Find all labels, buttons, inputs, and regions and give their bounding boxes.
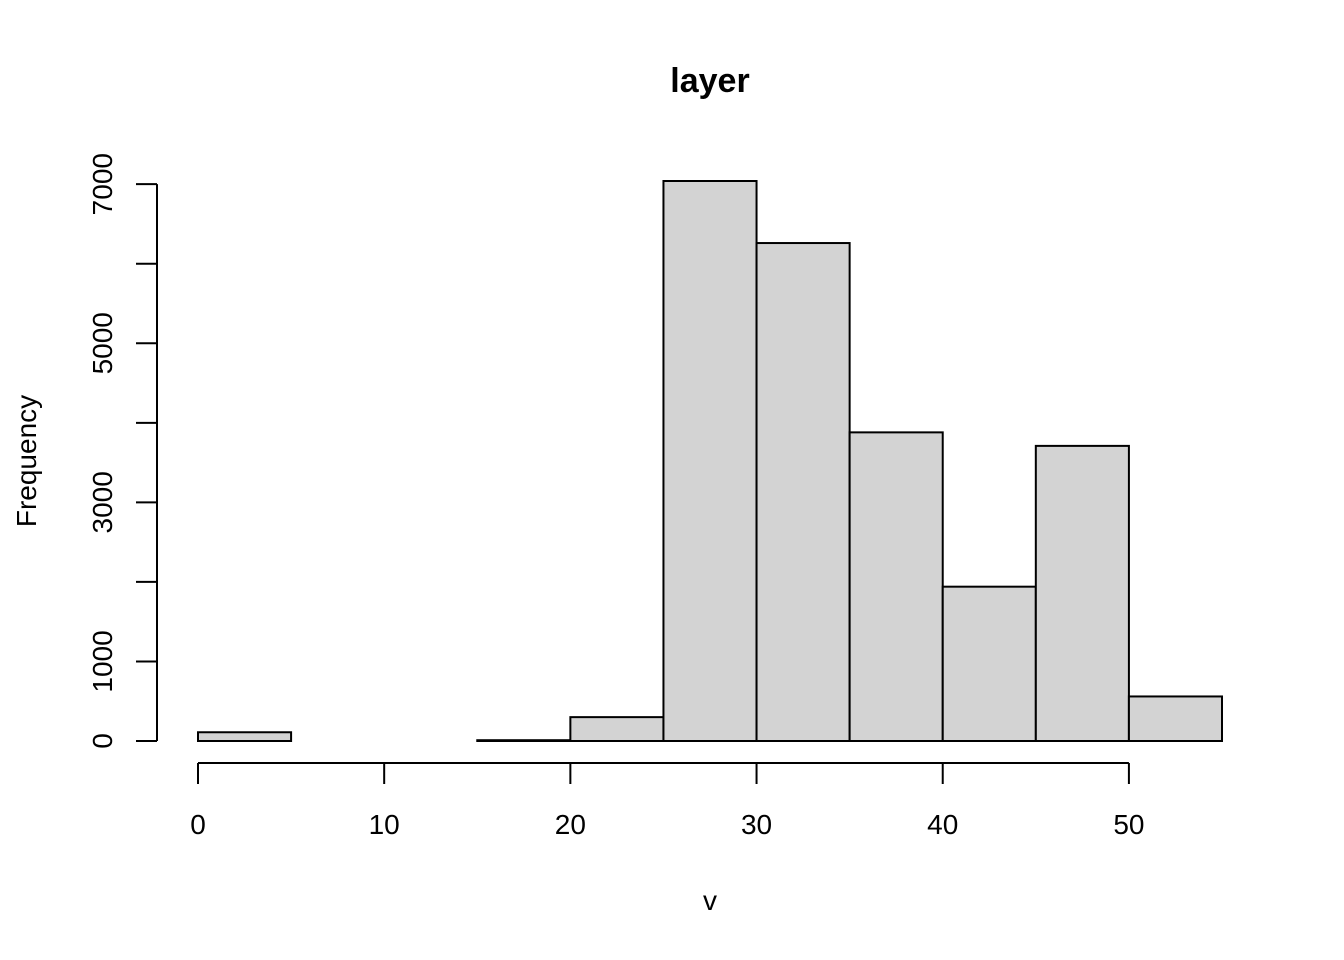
histogram-bar	[1127, 695, 1223, 742]
histogram-bar	[1034, 444, 1130, 742]
y-axis-label: Frequency	[11, 395, 42, 527]
x-tick-label: 10	[369, 809, 400, 840]
x-tick-label: 50	[1113, 809, 1144, 840]
y-tick-label: 5000	[87, 312, 118, 374]
x-tick-label: 30	[741, 809, 772, 840]
histogram-bar	[569, 716, 665, 742]
x-tick-label: 20	[555, 809, 586, 840]
chart-title: layer	[670, 62, 749, 100]
y-tick-label: 7000	[87, 153, 118, 215]
x-axis: 0 10 20 30 40 50	[190, 762, 1144, 840]
y-tick-label: 0	[87, 733, 118, 749]
histogram-bar	[662, 180, 758, 742]
y-tick-label: 1000	[87, 630, 118, 692]
y-tick-label: 3000	[87, 471, 118, 533]
histogram-bar	[848, 431, 944, 742]
x-tick-label: 0	[190, 809, 206, 840]
histogram-bar	[755, 242, 851, 743]
histogram-bar	[476, 739, 572, 742]
x-tick-label: 40	[927, 809, 958, 840]
bars-group	[197, 180, 1223, 743]
y-axis: 0 1000 3000 5000 7000	[87, 153, 158, 749]
x-axis-label: v	[703, 885, 717, 916]
histogram-bar	[197, 731, 293, 742]
histogram-bar	[941, 585, 1037, 742]
